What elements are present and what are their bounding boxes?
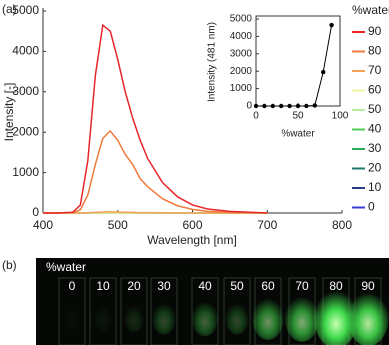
data-line bbox=[43, 211, 268, 214]
x-tick-label: 400 bbox=[33, 218, 53, 232]
panel-label: (a) bbox=[2, 2, 17, 16]
x-tick-label: 0 bbox=[253, 111, 259, 122]
x-axis-title: %water bbox=[281, 129, 315, 140]
y-tick-label: 5000 bbox=[12, 3, 39, 17]
y-tick-label: 4000 bbox=[230, 31, 253, 42]
vial bbox=[120, 277, 148, 345]
data-point bbox=[329, 22, 334, 28]
y-tick-label: 1000 bbox=[12, 165, 39, 179]
legend-label: 80 bbox=[368, 44, 382, 58]
y-axis-title: Intensity (481 nm) bbox=[207, 22, 218, 102]
vial bbox=[191, 277, 219, 345]
sample-label: 30 bbox=[157, 279, 171, 293]
vial-glow bbox=[284, 294, 320, 342]
plot-frame bbox=[255, 15, 341, 107]
vial-glow bbox=[64, 306, 81, 331]
y-tick-label: 2000 bbox=[12, 124, 39, 138]
vial-glow bbox=[94, 305, 112, 331]
vial-glow bbox=[314, 288, 358, 345]
sample-label: 80 bbox=[329, 279, 343, 293]
data-line bbox=[256, 25, 333, 107]
x-tick-label: 50 bbox=[292, 111, 304, 122]
data-point bbox=[304, 103, 309, 109]
y-tick-label: 0 bbox=[32, 205, 39, 219]
x-tick-label: 600 bbox=[182, 218, 202, 232]
sample-label: 60 bbox=[261, 279, 275, 293]
legend-label: 70 bbox=[368, 63, 382, 77]
vial-glow bbox=[252, 296, 284, 340]
x-axis-title: Wavelength [nm] bbox=[147, 233, 237, 247]
legend-label: 0 bbox=[368, 200, 375, 214]
vial bbox=[223, 277, 251, 345]
sample-label: 90 bbox=[361, 279, 375, 293]
vial-glow bbox=[225, 301, 249, 335]
sample-label: 0 bbox=[69, 279, 76, 293]
y-tick-label: 3000 bbox=[230, 48, 253, 59]
vial bbox=[150, 277, 178, 345]
y-tick-label: 5000 bbox=[230, 14, 253, 25]
photo-label: %water bbox=[46, 260, 86, 274]
vials: 0 10 20 30 40 50 60 70 80 90 bbox=[58, 277, 389, 345]
sample-label: 40 bbox=[198, 279, 212, 293]
legend-label: 50 bbox=[368, 102, 382, 116]
x-tick-label: 800 bbox=[332, 218, 352, 232]
y-tick-label: 2000 bbox=[230, 66, 253, 77]
data-line bbox=[43, 23, 268, 214]
vial bbox=[58, 277, 86, 345]
legend-label: 40 bbox=[368, 122, 382, 136]
data-point bbox=[279, 103, 284, 109]
data-point bbox=[321, 69, 326, 75]
y-tick-label: 0 bbox=[246, 101, 252, 112]
x-tick-label: 700 bbox=[257, 218, 277, 232]
y-tick-label: 1000 bbox=[230, 83, 253, 94]
sample-label: 70 bbox=[295, 279, 309, 293]
vial bbox=[89, 277, 117, 345]
x-tick-label: 100 bbox=[332, 111, 349, 122]
vial-glow bbox=[152, 301, 176, 335]
legend-title: %water bbox=[352, 3, 389, 17]
data-point bbox=[262, 103, 267, 109]
legend-label: 60 bbox=[368, 83, 382, 97]
sample-label: 10 bbox=[96, 279, 110, 293]
legend-label: 20 bbox=[368, 161, 382, 175]
legend-label: 90 bbox=[368, 24, 382, 38]
data-point bbox=[253, 103, 259, 109]
sample-label: 20 bbox=[127, 279, 141, 293]
x-tick-label: 500 bbox=[108, 218, 128, 232]
y-tick-label: 3000 bbox=[12, 84, 39, 98]
vial-glow bbox=[124, 303, 144, 333]
data-line bbox=[43, 129, 268, 214]
sample-label: 50 bbox=[230, 279, 244, 293]
data-point bbox=[287, 103, 292, 109]
panel-label: (b) bbox=[2, 258, 17, 272]
legend-label: 10 bbox=[368, 180, 382, 194]
data-point bbox=[295, 103, 301, 109]
vial-glow bbox=[347, 289, 389, 345]
data-point bbox=[312, 103, 317, 108]
legend-label: 30 bbox=[368, 141, 382, 155]
data-point bbox=[270, 103, 275, 109]
vial-glow bbox=[192, 299, 218, 337]
y-axis-title: Intensity [-] bbox=[2, 83, 16, 142]
y-tick-label: 4000 bbox=[12, 44, 39, 58]
